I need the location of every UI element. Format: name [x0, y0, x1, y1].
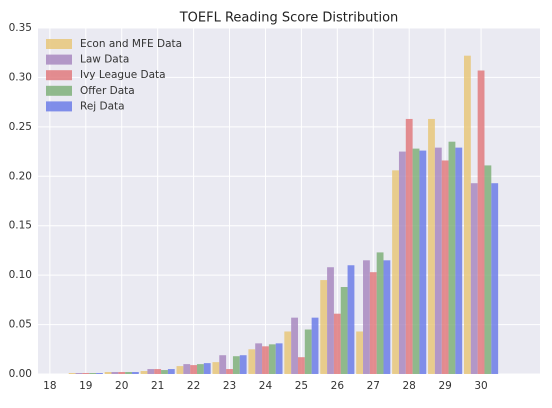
bar	[363, 260, 370, 374]
bar	[275, 343, 283, 374]
legend-label: Econ and MFE Data	[80, 38, 182, 50]
bar	[255, 343, 263, 374]
bar	[219, 355, 227, 374]
y-tick-label: 0.00	[9, 368, 32, 380]
bar	[470, 183, 478, 374]
y-tick-label: 0.30	[9, 71, 32, 83]
bar	[140, 371, 148, 374]
bar	[392, 170, 399, 374]
bar	[232, 356, 240, 374]
legend-swatch	[46, 85, 72, 96]
bar	[463, 55, 471, 375]
legend-swatch	[46, 54, 72, 65]
x-tick-label: 29	[438, 380, 451, 392]
bar	[111, 372, 119, 374]
bar	[376, 252, 384, 374]
bar	[297, 357, 305, 374]
bar	[405, 118, 413, 374]
y-tick-label: 0.05	[9, 319, 32, 331]
bar	[167, 369, 175, 374]
bar	[340, 287, 348, 374]
x-tick-label: 23	[223, 380, 236, 392]
legend-label: Ivy League Data	[80, 69, 166, 81]
bar	[176, 366, 184, 374]
bar	[212, 362, 220, 374]
bar	[268, 344, 276, 374]
bar	[190, 365, 198, 374]
chart-title: TOEFL Reading Score Distribution	[179, 11, 399, 26]
y-tick-label: 0.35	[9, 22, 32, 34]
y-tick-label: 0.20	[9, 170, 32, 182]
bar	[455, 147, 463, 374]
legend-swatch	[46, 101, 72, 112]
legend-swatch	[46, 70, 72, 81]
y-tick-label: 0.10	[9, 269, 32, 281]
x-tick-label: 21	[151, 380, 164, 392]
bar	[434, 147, 442, 374]
y-tick-label: 0.25	[9, 121, 32, 133]
bar	[291, 317, 298, 374]
bar	[203, 363, 211, 374]
bar	[183, 364, 191, 374]
legend-label: Rej Data	[80, 100, 125, 112]
legend-label: Offer Data	[80, 85, 135, 97]
bar	[96, 373, 103, 374]
bar	[477, 70, 485, 374]
bar	[104, 372, 112, 374]
bar	[333, 313, 341, 374]
bar	[327, 267, 334, 374]
bar	[398, 151, 406, 374]
bar	[320, 280, 328, 374]
bar	[75, 373, 83, 374]
bar	[383, 260, 391, 374]
x-tick-label: 26	[331, 380, 345, 392]
bar	[197, 364, 204, 374]
bar	[89, 373, 97, 374]
bar	[304, 329, 312, 374]
x-tick-label: 24	[259, 380, 273, 392]
x-tick-label: 28	[403, 380, 416, 392]
bar	[284, 331, 292, 374]
bar	[491, 183, 499, 374]
x-tick-label: 19	[79, 380, 92, 392]
bar	[226, 369, 233, 374]
bar	[248, 349, 256, 374]
bar	[448, 141, 456, 374]
bar	[419, 150, 427, 374]
bar	[125, 372, 132, 374]
bar	[82, 373, 90, 374]
bar	[428, 118, 435, 374]
legend-swatch	[46, 39, 72, 49]
bar	[484, 165, 492, 374]
bar	[347, 265, 355, 374]
bar	[356, 331, 364, 374]
bar	[118, 372, 126, 374]
bar	[311, 317, 319, 374]
bar	[154, 369, 162, 374]
bar	[239, 355, 247, 374]
x-tick-label: 27	[367, 380, 380, 392]
bar	[369, 272, 377, 374]
bar	[161, 370, 168, 374]
x-tick-label: 30	[474, 380, 487, 392]
x-tick-label: 18	[43, 380, 56, 392]
x-tick-label: 20	[115, 380, 128, 392]
bar	[68, 373, 76, 374]
bar	[262, 346, 269, 374]
x-tick-label: 22	[187, 380, 200, 392]
bar	[131, 372, 139, 374]
bar	[147, 369, 155, 374]
bar	[441, 160, 449, 374]
bar	[412, 148, 420, 374]
y-tick-label: 0.15	[9, 220, 32, 232]
x-tick-label: 25	[295, 380, 308, 392]
legend-label: Law Data	[80, 54, 129, 66]
